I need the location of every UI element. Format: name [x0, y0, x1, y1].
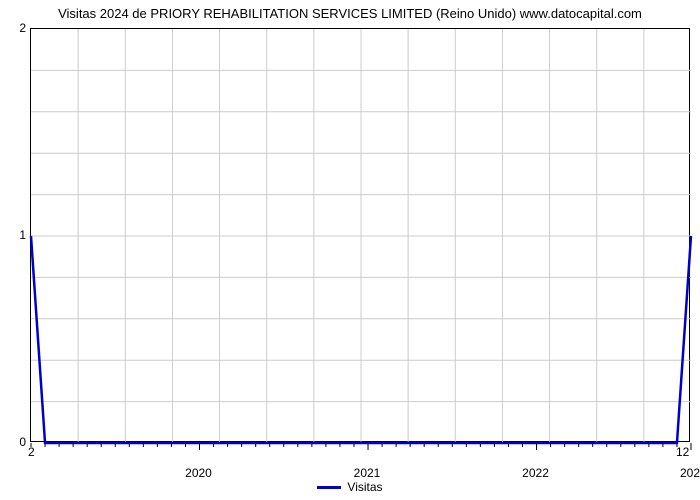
x-tick-label: 2020: [185, 466, 212, 480]
x-secondary-left: 2: [28, 445, 35, 459]
x-tick-label: 2022: [522, 466, 549, 480]
x-secondary-right: 12: [676, 445, 689, 459]
y-tick-label: 0: [6, 435, 26, 449]
y-tick-label: 1: [6, 228, 26, 242]
chart-title: Visitas 2024 de PRIORY REHABILITATION SE…: [0, 6, 700, 21]
chart-svg: [31, 29, 691, 443]
visits-chart: Visitas 2024 de PRIORY REHABILITATION SE…: [0, 0, 700, 500]
x-tick-label: 2021: [354, 466, 381, 480]
x-tick-label: 202: [680, 466, 700, 480]
chart-legend: Visitas: [0, 480, 700, 494]
plot-area: [30, 28, 690, 442]
legend-label: Visitas: [347, 480, 382, 494]
y-tick-label: 2: [6, 21, 26, 35]
legend-swatch: [317, 486, 341, 489]
